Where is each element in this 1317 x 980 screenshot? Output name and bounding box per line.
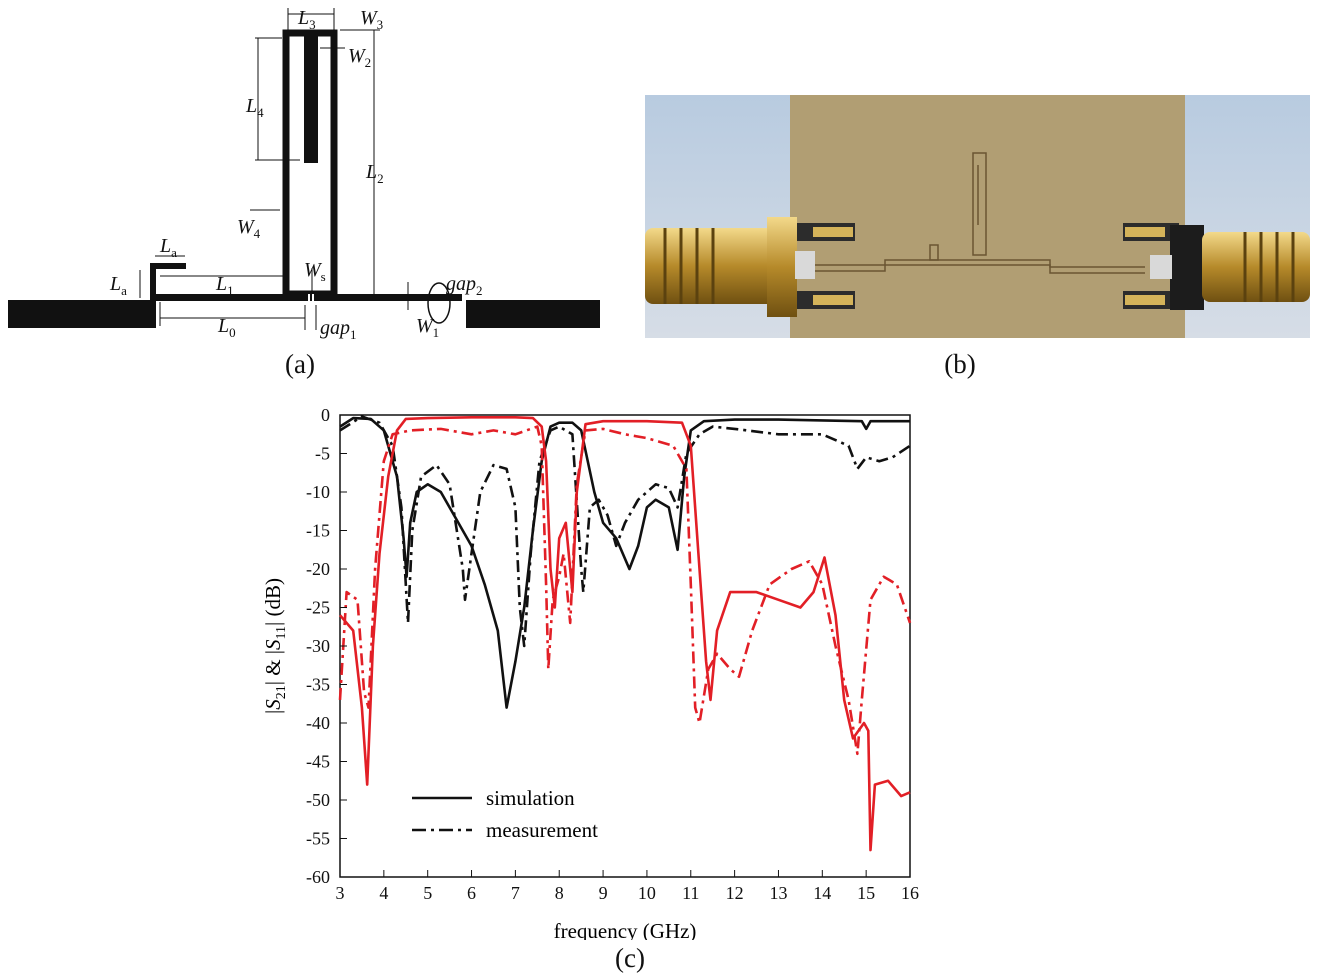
caption-b: (b)	[944, 349, 976, 379]
right-sma-connector	[1202, 232, 1310, 302]
y-tick-label: -25	[306, 598, 330, 618]
label-La-left: La	[109, 273, 127, 298]
label-La-right: La	[159, 235, 177, 260]
x-tick-label: 8	[555, 883, 564, 903]
left-sma-connector	[645, 228, 777, 304]
label-W3: W3	[360, 7, 383, 32]
label-W4: W4	[237, 216, 261, 241]
label-gap1: gap1	[320, 317, 357, 340]
x-tick-label: 16	[901, 883, 919, 903]
resonator-inner-stub	[304, 36, 318, 163]
x-tick-label: 9	[599, 883, 608, 903]
y-tick-label: -10	[306, 482, 330, 502]
x-tick-label: 13	[769, 883, 787, 903]
left-stub-horizontal	[150, 263, 186, 269]
legend-label-measurement: measurement	[486, 818, 598, 842]
s-parameter-chart: 3 4 5 6 7 8 9 10 11 12 13 14 15 16 0 -5 -10 -15 -20 -25 -30 -…	[261, 405, 919, 940]
series-line-1	[339, 415, 911, 648]
label-L2: L2	[365, 161, 384, 186]
x-tick-label: 6	[467, 883, 476, 903]
right-feed-line	[466, 300, 600, 328]
x-tick-label: 12	[726, 883, 744, 903]
legend: simulation measurement	[412, 786, 598, 842]
x-tick-label: 10	[638, 883, 656, 903]
caption-a: (a)	[285, 349, 315, 379]
left-feed-line	[8, 300, 156, 328]
label-L0: L0	[217, 315, 236, 340]
x-tick-label: 11	[682, 883, 699, 903]
x-tick-label: 5	[423, 883, 432, 903]
x-tick-label: 7	[511, 883, 520, 903]
y-tick-label: 0	[321, 405, 330, 425]
y-tick-label: -35	[306, 675, 330, 695]
x-tick-label: 14	[813, 883, 831, 903]
label-W1: W1	[416, 315, 439, 340]
series-line-2	[339, 415, 911, 852]
gap2-ellipse	[427, 282, 451, 324]
series-line-0	[339, 416, 910, 709]
y-tick-label: -15	[306, 521, 330, 541]
left-stub-vertical	[150, 263, 156, 301]
x-axis-label: frequency (GHz)	[554, 919, 697, 940]
legend-label-simulation: simulation	[486, 786, 575, 810]
label-L4: L4	[245, 95, 264, 120]
pcb-board	[790, 95, 1185, 338]
x-tick-label: 4	[379, 883, 388, 903]
y-tick-label: -40	[306, 713, 330, 733]
y-tick-label: -20	[306, 559, 330, 579]
y-tick-label: -30	[306, 636, 330, 656]
layout-diagram: L3 W3 W2 L4 L2 W4 La La L1 Ws gap2 L0 W1…	[8, 7, 600, 340]
label-L1: L1	[215, 273, 234, 298]
y-tick-label: -45	[306, 752, 330, 772]
label-gap2: gap2	[446, 273, 483, 298]
y-tick-label: -55	[306, 829, 330, 849]
y-tick-label: -50	[306, 790, 330, 810]
caption-c: (c)	[615, 943, 645, 973]
x-tick-label: 3	[336, 883, 345, 903]
series-line-3	[338, 425, 912, 756]
label-W2: W2	[348, 45, 371, 70]
x-tick-label: 15	[857, 883, 875, 903]
label-L3: L3	[297, 7, 316, 32]
fabricated-filter-photo	[645, 95, 1310, 338]
y-tick-label: -60	[306, 867, 330, 887]
y-axis-label: |S21| & |S11| (dB)	[261, 578, 289, 714]
label-Ws: Ws	[304, 259, 326, 284]
y-tick-label: -5	[315, 444, 330, 464]
